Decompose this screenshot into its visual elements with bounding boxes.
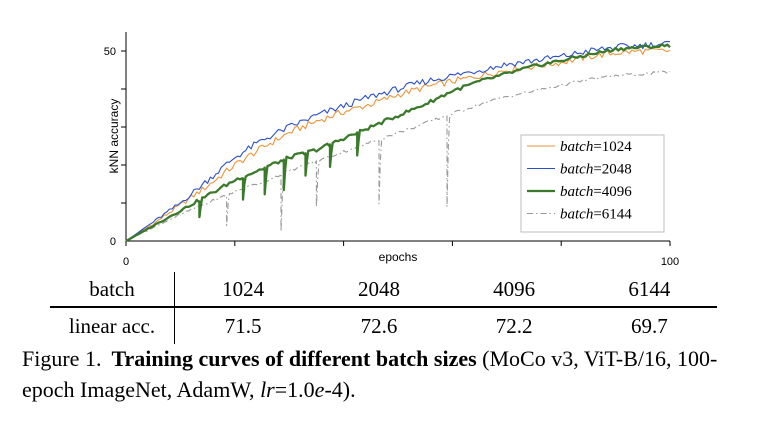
y-axis-label: kNN accuracy	[107, 99, 121, 174]
legend-label-value: =6144	[593, 207, 632, 223]
lr-equals: =1.0	[274, 377, 315, 402]
legend-label-prefix: batch	[560, 207, 593, 223]
table-cell: 72.2	[495, 313, 533, 338]
legend-label: batch=4096	[560, 184, 632, 200]
table-cell: 71.5	[224, 313, 262, 338]
x-tick-label-right: 100	[661, 256, 679, 268]
legend-label-prefix: batch	[560, 162, 593, 178]
table-header-cell: 2048	[311, 272, 447, 308]
training-curves-chart: 50 0 0 100 epochs kNN accuracy batch=102…	[104, 32, 679, 268]
caption-details: (MoCo v3, ViT-B/16, 100-epoch ImageNet, …	[22, 346, 718, 402]
legend-label: batch=6144	[560, 207, 632, 223]
lr-exponent: -4).	[324, 377, 356, 402]
table-header-cell: 1024	[174, 272, 312, 308]
legend-label-value: =4096	[593, 184, 632, 200]
figure-label: Figure 1.	[22, 346, 102, 371]
x-tick-label-left: 0	[123, 256, 129, 268]
legend-label: batch=1024	[560, 139, 632, 155]
figure-caption: Figure 1. Training curves of different ba…	[22, 343, 762, 405]
legend-label-value: =1024	[593, 139, 632, 155]
series-line-6144	[125, 70, 671, 242]
table-cell: 69.7	[631, 313, 668, 338]
series-layer	[125, 40, 671, 243]
series-line-2048	[125, 40, 671, 242]
series-line-4096	[125, 43, 671, 243]
legend-label-prefix: batch	[560, 184, 593, 200]
results-table: batch 1024 2048 4096 6144 linear acc. 71…	[50, 272, 717, 344]
table-header-cell: 6144	[581, 272, 717, 308]
axis-ticks	[121, 50, 671, 246]
table-header-row: batch 1024 2048 4096 6144	[50, 272, 717, 308]
legend-label-value: =2048	[593, 162, 631, 178]
legend-label: batch=2048	[560, 162, 632, 178]
legend-label-prefix: batch	[560, 139, 593, 155]
table-row-label: linear acc.	[50, 307, 175, 344]
table-header-cell: 4096	[446, 272, 582, 308]
table-cell: 72.6	[360, 313, 398, 338]
caption-title: Training curves of different batch sizes	[111, 346, 477, 371]
x-axis-label: epochs	[379, 250, 418, 264]
legend-box	[520, 134, 665, 233]
lr-e: e	[314, 377, 325, 402]
y-tick-label-top: 50	[104, 46, 116, 58]
table-header-label: batch	[50, 272, 175, 308]
table-row: linear acc. 71.5 72.6 72.2 69.7	[50, 307, 717, 344]
y-tick-label-bottom: 0	[110, 236, 116, 248]
lr-symbol: lr	[260, 377, 275, 402]
